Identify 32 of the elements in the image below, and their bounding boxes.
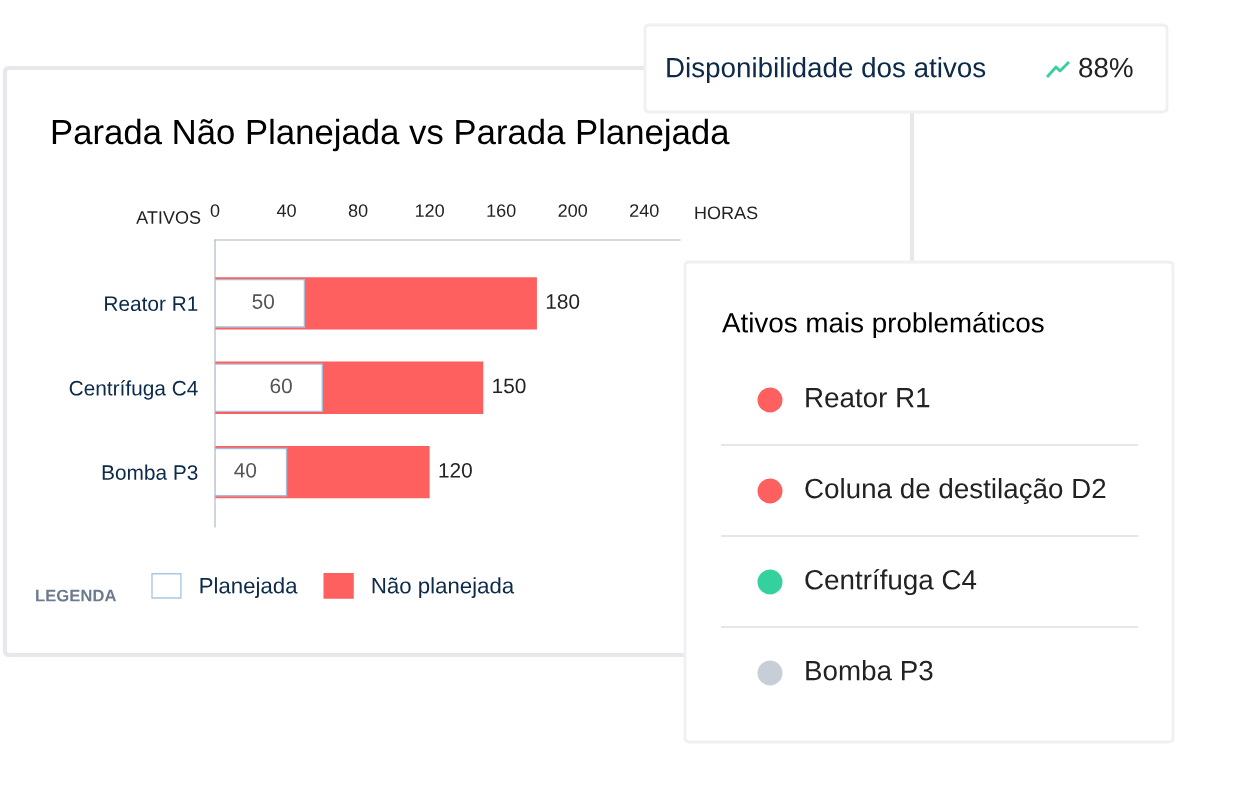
data-label: 40: [234, 462, 257, 478]
x-tick-label: 200: [558, 204, 588, 217]
y-tick-label: Centrífuga C4: [69, 380, 198, 400]
data-label: 150: [493, 378, 526, 394]
category-label: Centrífuga C4: [805, 568, 977, 596]
x-tick-label: 80: [348, 204, 368, 217]
category-label: Reator R1: [806, 388, 930, 408]
data-label: 60: [270, 378, 292, 394]
data-label: 50: [252, 294, 274, 309]
y-tick-label: Bomba P3: [102, 464, 198, 480]
x-tick-label: 120: [415, 204, 444, 217]
legend-label: Não planejada: [372, 577, 515, 598]
x-tick-label: 0: [210, 204, 220, 217]
text: 88%: [1079, 57, 1133, 78]
legend-title: LEGENDA: [36, 589, 117, 602]
text: Disponibilidade dos ativos: [667, 57, 986, 83]
x-tick-label: 40: [276, 204, 296, 217]
y-tick-label: Reator R1: [105, 296, 198, 312]
category-label: Bomba P3: [806, 660, 933, 681]
data-label: 180: [546, 294, 580, 309]
text: Ativos mais problemáticos: [722, 311, 1044, 339]
y-axis-title: ATIVOS: [136, 211, 201, 224]
legend-label: Planejada: [200, 577, 298, 598]
bar: [215, 447, 288, 497]
chart-title: Parada Não Planejada vs Parada Planejada: [52, 118, 730, 152]
category-label: Coluna de destilação D2: [805, 477, 1106, 505]
x-axis-title: HORAS: [695, 206, 758, 220]
data-label: 120: [439, 462, 472, 478]
bar: [215, 363, 324, 413]
x-tick-label: 160: [487, 204, 516, 217]
bar: [215, 278, 306, 328]
x-tick-label: 240: [630, 204, 659, 217]
